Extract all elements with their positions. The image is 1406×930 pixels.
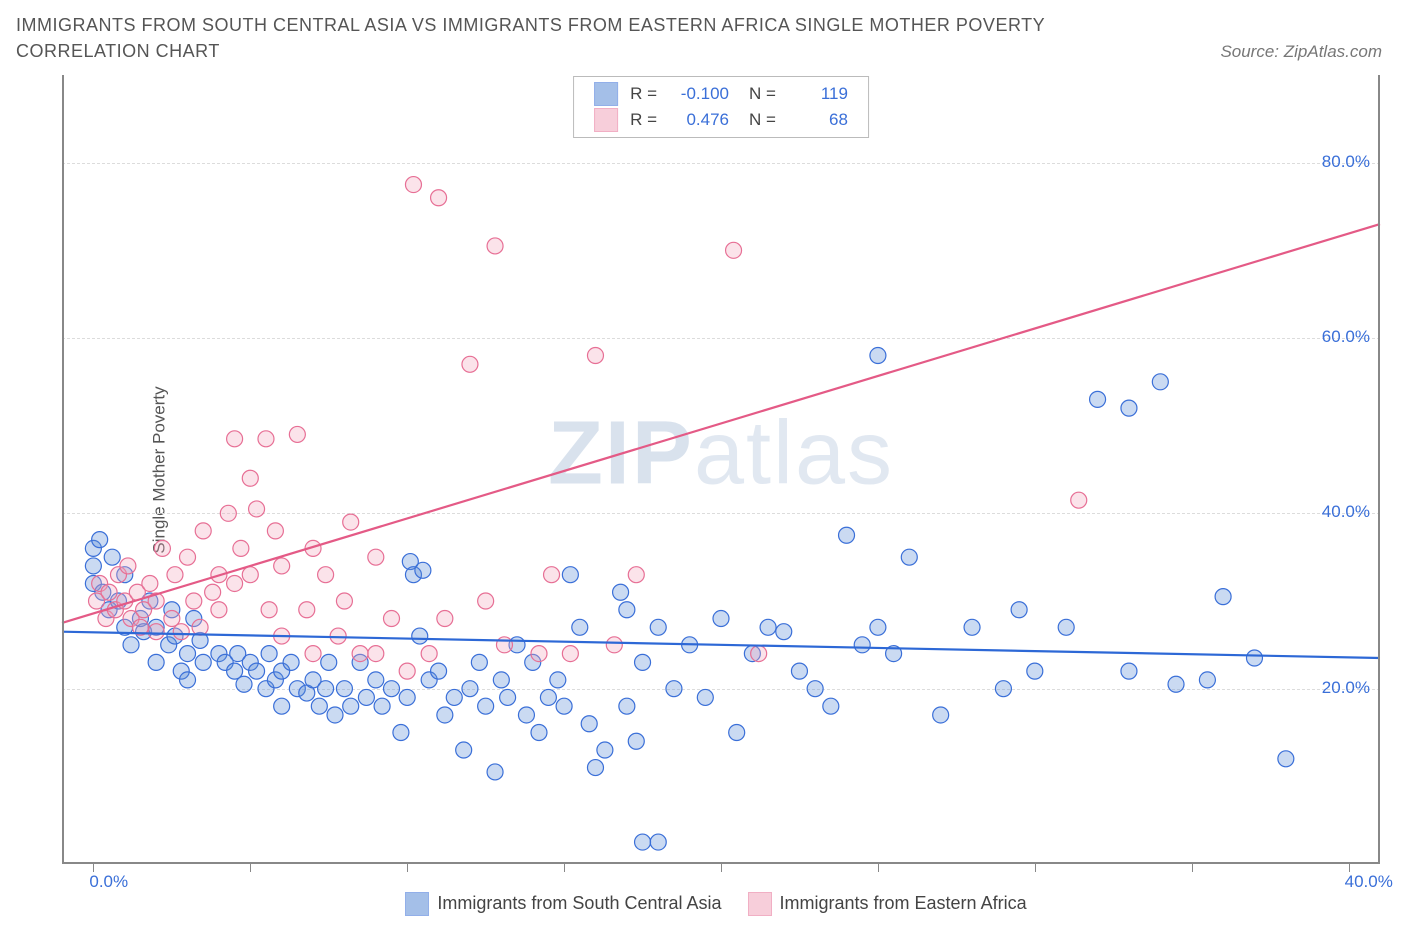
x-tick-label: 0.0% <box>89 872 128 892</box>
legend-label-sca: Immigrants from South Central Asia <box>437 893 721 913</box>
x-tick <box>1349 864 1350 872</box>
chart-title: IMMIGRANTS FROM SOUTH CENTRAL ASIA VS IM… <box>16 12 1116 64</box>
x-tick <box>407 864 408 872</box>
x-tick <box>1035 864 1036 872</box>
source-credit: Source: ZipAtlas.com <box>1220 42 1382 62</box>
x-tick <box>721 864 722 872</box>
legend-swatch-sca <box>405 892 429 916</box>
x-tick <box>1192 864 1193 872</box>
plot-area: Single Mother Poverty ZIPatlas R =-0.100… <box>62 75 1380 864</box>
x-tick <box>878 864 879 872</box>
legend-swatch-ea <box>748 892 772 916</box>
axis-frame <box>62 75 1380 864</box>
legend-series: Immigrants from South Central Asia Immigr… <box>0 892 1406 916</box>
legend-label-ea: Immigrants from Eastern Africa <box>780 893 1027 913</box>
x-tick-label: 40.0% <box>1345 872 1393 892</box>
x-tick <box>93 864 94 872</box>
x-tick <box>564 864 565 872</box>
x-tick <box>250 864 251 872</box>
